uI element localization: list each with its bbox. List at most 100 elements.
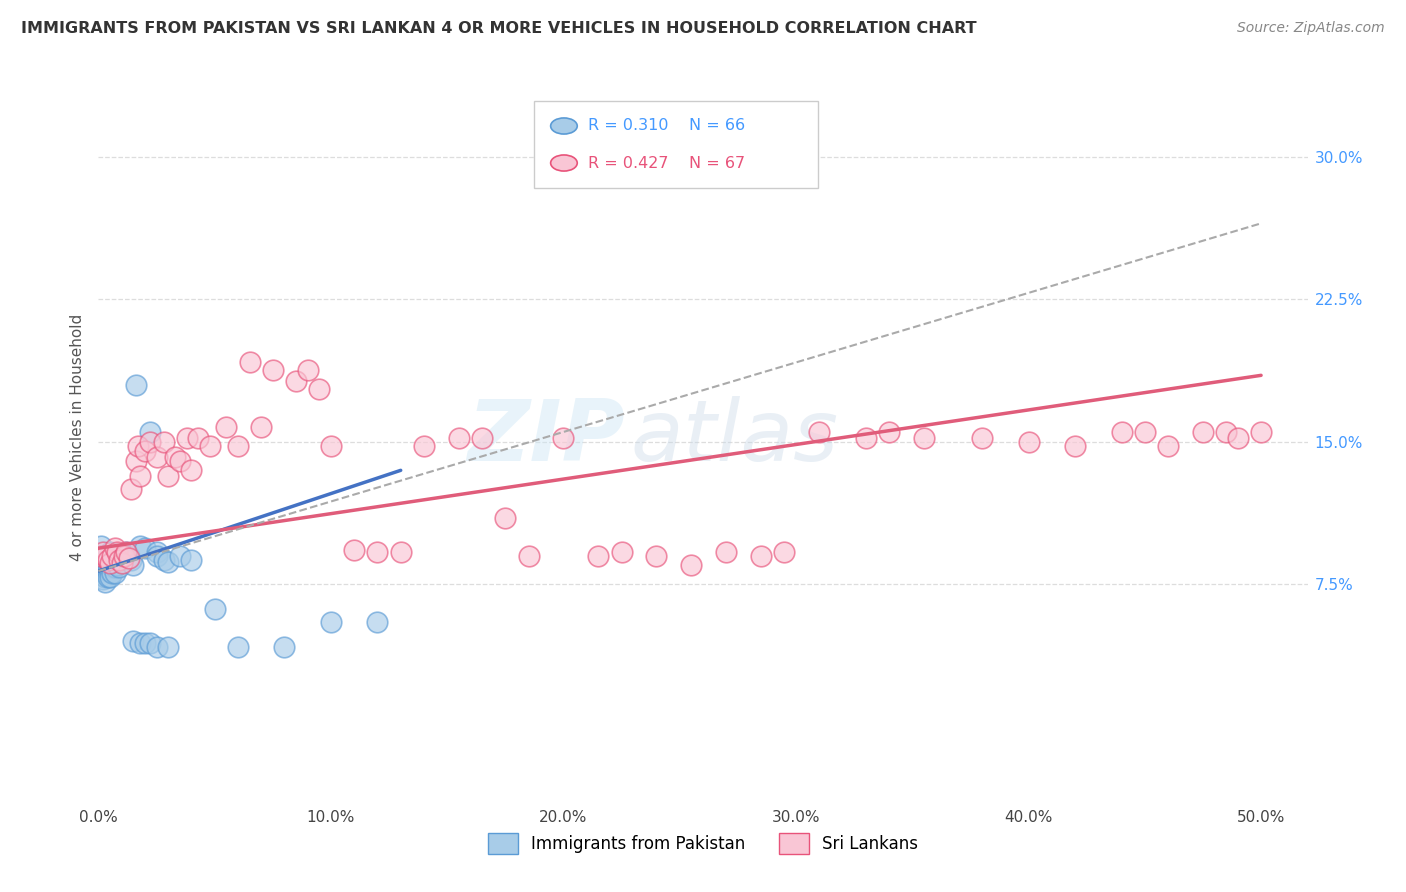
Point <box>716 545 738 559</box>
Point <box>1250 425 1272 440</box>
Point <box>94 549 117 563</box>
Point <box>104 560 127 574</box>
Point <box>204 602 226 616</box>
Point <box>588 549 610 563</box>
Point <box>138 636 160 650</box>
Text: R = 0.310    N = 66: R = 0.310 N = 66 <box>588 119 745 134</box>
Point <box>101 549 124 563</box>
Point <box>855 431 877 445</box>
Point <box>90 558 112 573</box>
Point <box>120 483 142 497</box>
Point <box>517 549 540 563</box>
Point <box>94 555 117 569</box>
Point <box>145 450 167 464</box>
Point <box>808 425 831 440</box>
Point <box>101 566 124 580</box>
Point <box>98 557 121 571</box>
Point <box>366 545 388 559</box>
Point <box>111 549 134 563</box>
Point <box>105 545 128 559</box>
Point <box>1157 439 1180 453</box>
Point <box>134 636 156 650</box>
Point <box>749 549 772 563</box>
Point <box>97 558 120 573</box>
Point <box>319 615 342 630</box>
Point <box>169 549 191 563</box>
Point <box>447 431 470 445</box>
Point <box>105 547 128 561</box>
Point <box>112 549 135 563</box>
Circle shape <box>551 155 578 171</box>
Point <box>176 431 198 445</box>
FancyBboxPatch shape <box>534 101 818 188</box>
Point <box>91 558 114 573</box>
Point <box>129 469 152 483</box>
Point <box>343 543 366 558</box>
Point <box>90 549 112 563</box>
Text: Source: ZipAtlas.com: Source: ZipAtlas.com <box>1237 21 1385 35</box>
Point <box>118 549 141 563</box>
Point <box>152 552 174 566</box>
Point <box>297 362 319 376</box>
Point <box>91 555 114 569</box>
Point <box>101 560 124 574</box>
Point <box>91 572 114 586</box>
Point <box>215 419 238 434</box>
Point <box>127 439 149 453</box>
Point <box>112 547 135 561</box>
Point <box>108 560 131 574</box>
Point <box>97 552 120 566</box>
Point <box>108 549 131 563</box>
Point <box>134 444 156 458</box>
Point <box>94 549 117 563</box>
Point <box>1064 439 1087 453</box>
Point <box>157 640 180 654</box>
Point <box>645 549 668 563</box>
Point <box>1226 431 1249 445</box>
Point <box>122 634 145 648</box>
Point <box>90 549 112 563</box>
Circle shape <box>551 118 578 134</box>
Point <box>389 545 412 559</box>
Point <box>115 545 138 559</box>
Point <box>97 549 120 563</box>
Point <box>97 564 120 578</box>
Point <box>104 549 127 563</box>
Point <box>262 362 284 376</box>
Point <box>90 539 112 553</box>
Point <box>187 431 209 445</box>
Point <box>94 575 117 590</box>
Point <box>308 382 330 396</box>
Point <box>226 439 249 453</box>
Point <box>877 425 900 440</box>
Text: atlas: atlas <box>630 395 838 479</box>
Point <box>104 566 127 580</box>
Point <box>105 552 128 566</box>
Point <box>239 355 262 369</box>
Point <box>134 541 156 556</box>
Point <box>91 549 114 563</box>
Point <box>108 552 131 566</box>
Point <box>773 545 796 559</box>
Text: IMMIGRANTS FROM PAKISTAN VS SRI LANKAN 4 OR MORE VEHICLES IN HOUSEHOLD CORRELATI: IMMIGRANTS FROM PAKISTAN VS SRI LANKAN 4… <box>21 21 977 36</box>
Point <box>1215 425 1237 440</box>
Point <box>101 555 124 569</box>
Point <box>94 558 117 573</box>
Point <box>180 463 202 477</box>
Text: R = 0.427    N = 67: R = 0.427 N = 67 <box>588 155 745 170</box>
Point <box>169 454 191 468</box>
Point <box>138 425 160 440</box>
Point <box>115 545 138 559</box>
Point <box>471 431 494 445</box>
Point <box>98 564 121 578</box>
Point <box>120 552 142 566</box>
Point <box>970 431 993 445</box>
Point <box>104 555 127 569</box>
Point <box>94 564 117 578</box>
Point <box>98 558 121 573</box>
Point <box>98 545 121 559</box>
Text: ZIP: ZIP <box>467 395 624 479</box>
Point <box>912 431 935 445</box>
Point <box>165 450 187 464</box>
Point <box>157 555 180 569</box>
